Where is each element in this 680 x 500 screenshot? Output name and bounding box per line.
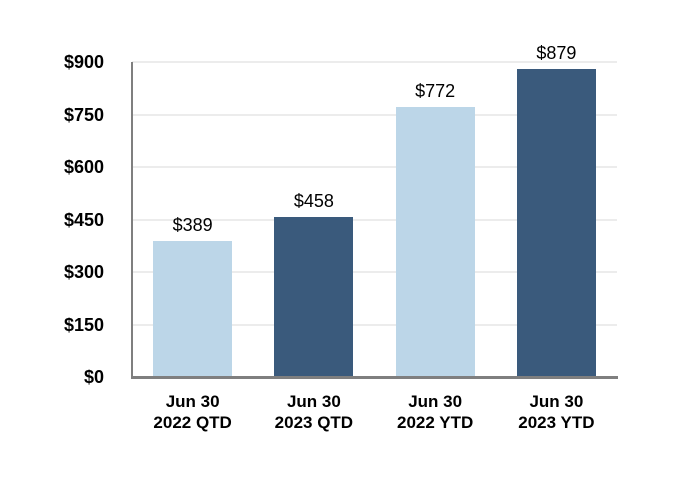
- y-tick-label: $600: [63, 157, 104, 177]
- y-tick-label: $900: [63, 52, 104, 72]
- x-category-label: Jun 30 2022 YTD: [397, 392, 474, 432]
- x-category-label: Jun 30 2023 YTD: [518, 392, 595, 432]
- plot-area: $389 $458 $772 $879: [132, 43, 617, 377]
- bar-value-label: $772: [415, 80, 456, 101]
- gridline: [132, 323, 617, 326]
- gridline: [132, 218, 617, 221]
- y-axis-line: [131, 62, 133, 379]
- gridline: [132, 61, 617, 63]
- bar-2: [274, 216, 354, 377]
- bar-value-label: $389: [172, 214, 213, 235]
- x-axis-line: [131, 376, 618, 379]
- bar-1: [153, 240, 233, 377]
- gridline: [132, 113, 617, 116]
- bar-value-label: $458: [293, 190, 334, 211]
- bar-value-label: $879: [536, 43, 577, 64]
- x-category-label: Jun 30 2022 QTD: [153, 392, 232, 432]
- y-tick-label: $450: [63, 209, 104, 230]
- y-tick-label: $150: [63, 314, 104, 335]
- bar-4: [516, 69, 596, 377]
- x-category-label: Jun 30 2023 QTD: [274, 392, 354, 432]
- gridline: [132, 271, 617, 273]
- y-tick-label: $300: [63, 262, 104, 282]
- bar-3: [395, 106, 475, 377]
- y-tick-label: $0: [83, 367, 104, 387]
- gridline: [132, 166, 617, 168]
- y-tick-label: $750: [63, 104, 104, 125]
